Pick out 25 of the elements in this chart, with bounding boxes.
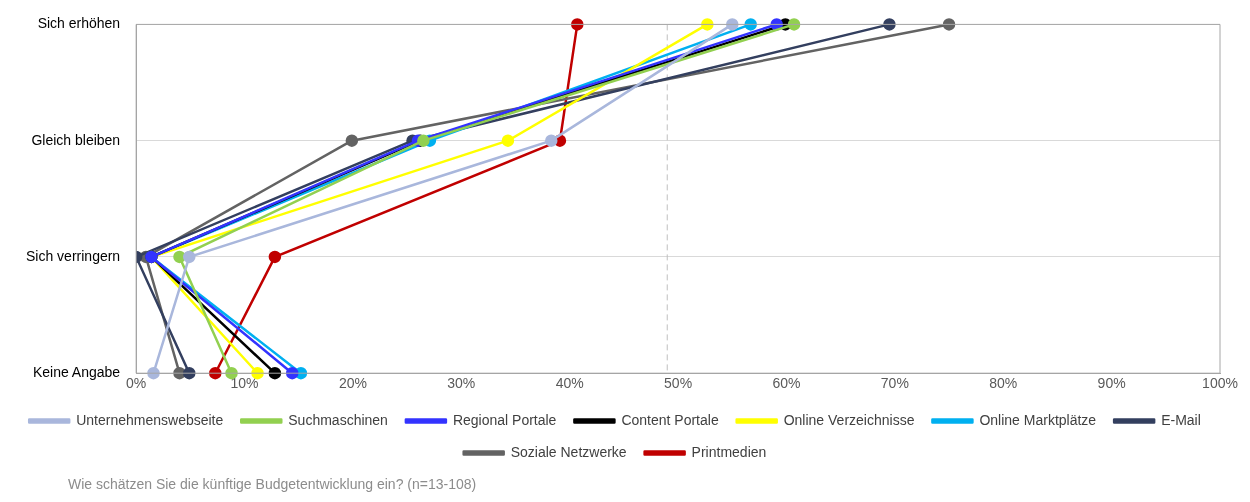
legend-label: Soziale Netzwerke — [510, 443, 627, 460]
legend-label: Unternehmenswebseite — [76, 411, 224, 428]
x-tick-label: 70% — [880, 375, 909, 392]
x-tick-label: 30% — [447, 375, 476, 392]
text: Wie schätzen Sie die künftige Budgetentwicklung ein? (n=13-108) — [68, 476, 477, 492]
legend-label: Online Verzeichnisse — [783, 411, 915, 428]
legend-label: Online Marktplätze — [979, 411, 1097, 428]
y-tick-label: Sich verringern — [26, 247, 121, 264]
x-tick-label: 60% — [772, 375, 801, 392]
y-tick-label: Gleich bleiben — [31, 131, 121, 148]
legend-label: Regional Portale — [452, 411, 557, 428]
legend-label: E-Mail — [1161, 411, 1201, 428]
legend-label: Suchmaschinen — [288, 411, 388, 428]
x-tick-label: 80% — [989, 375, 1018, 392]
y-tick-label: Keine Angabe — [32, 364, 121, 381]
x-tick-label: 20% — [338, 375, 367, 392]
x-tick-label: 90% — [1097, 375, 1126, 392]
legend-label: Printmedien — [691, 443, 767, 460]
x-tick-label: 40% — [555, 375, 584, 392]
y-tick-label: Sich erhöhen — [37, 15, 121, 32]
x-tick-label: 10% — [230, 375, 259, 392]
legend-label: Content Portale — [621, 411, 719, 428]
x-tick-label: 0% — [126, 375, 147, 392]
x-tick-label: 50% — [664, 375, 693, 392]
x-tick-label: 100% — [1202, 375, 1238, 392]
